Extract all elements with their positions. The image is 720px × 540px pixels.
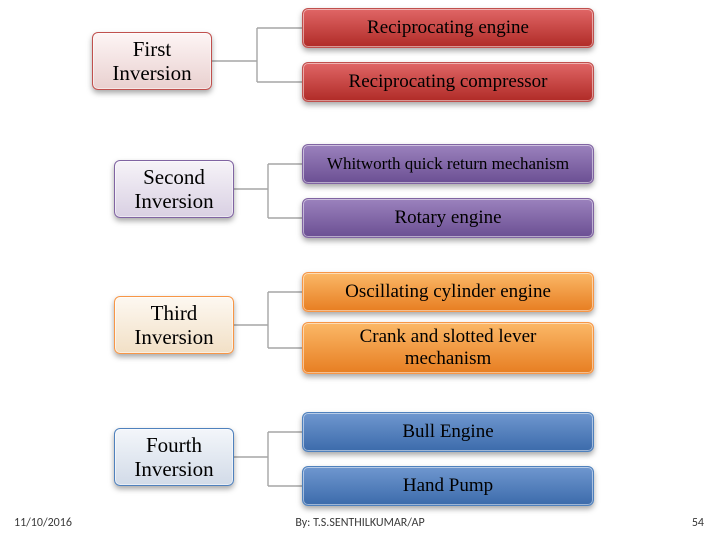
footer-author: By: T.S.SENTHILKUMAR/AP: [295, 516, 424, 530]
child-node: Oscillating cylinder engine: [302, 272, 594, 312]
child-node: Bull Engine: [302, 412, 594, 452]
child-node: Reciprocating compressor: [302, 62, 594, 102]
inversion-second: SecondInversion: [114, 160, 234, 218]
footer-page: 54: [692, 516, 704, 530]
footer-date: 11/10/2016: [14, 516, 72, 530]
inversion-fourth: FourthInversion: [114, 428, 234, 486]
child-node: Hand Pump: [302, 466, 594, 506]
inversion-first: FirstInversion: [92, 32, 212, 90]
child-node: Crank and slotted levermechanism: [302, 322, 594, 374]
inversion-third: ThirdInversion: [114, 296, 234, 354]
child-node: Whitworth quick return mechanism: [302, 144, 594, 184]
child-node: Reciprocating engine: [302, 8, 594, 48]
child-node: Rotary engine: [302, 198, 594, 238]
